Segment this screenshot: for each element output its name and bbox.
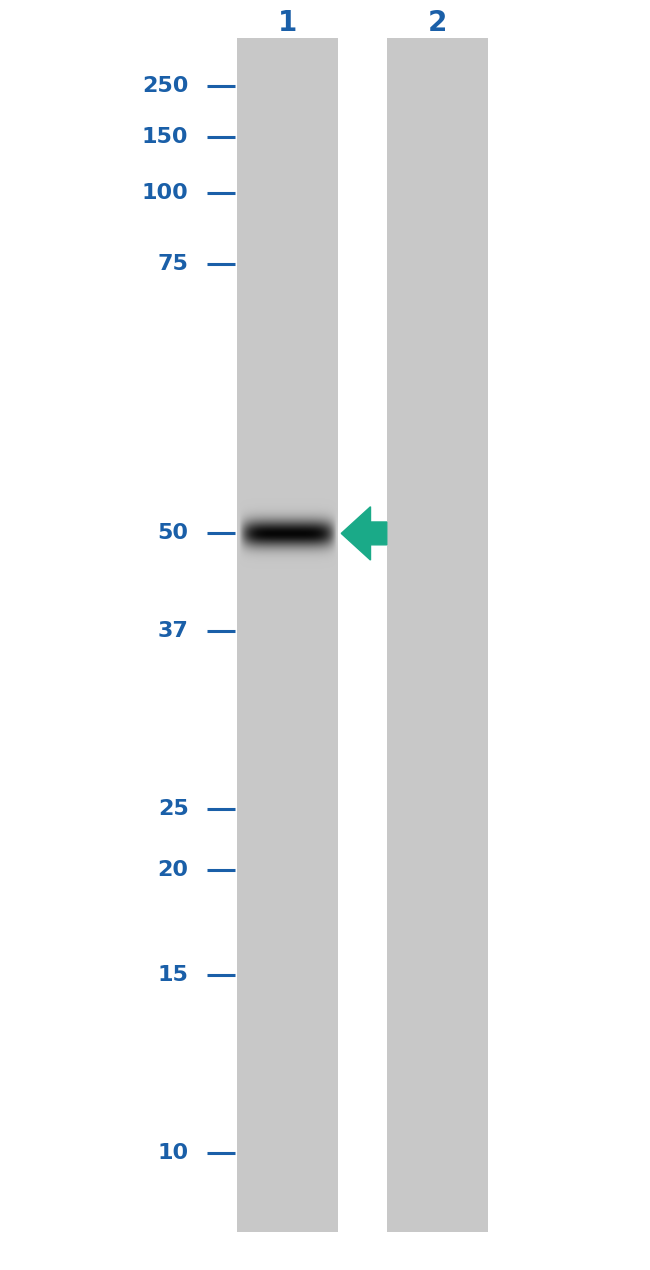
- Bar: [237, 38, 338, 1232]
- FancyArrow shape: [341, 507, 387, 560]
- Bar: [387, 38, 488, 1232]
- Text: 10: 10: [157, 1143, 188, 1163]
- Text: 1: 1: [278, 9, 298, 37]
- Text: 50: 50: [157, 523, 188, 544]
- Text: 15: 15: [157, 965, 188, 986]
- Text: 37: 37: [157, 621, 188, 641]
- Text: 150: 150: [142, 127, 188, 147]
- Text: 2: 2: [428, 9, 447, 37]
- Text: 75: 75: [157, 254, 188, 274]
- Text: 250: 250: [142, 76, 188, 97]
- Text: 25: 25: [158, 799, 188, 819]
- Text: 100: 100: [142, 183, 188, 203]
- Text: 20: 20: [157, 860, 188, 880]
